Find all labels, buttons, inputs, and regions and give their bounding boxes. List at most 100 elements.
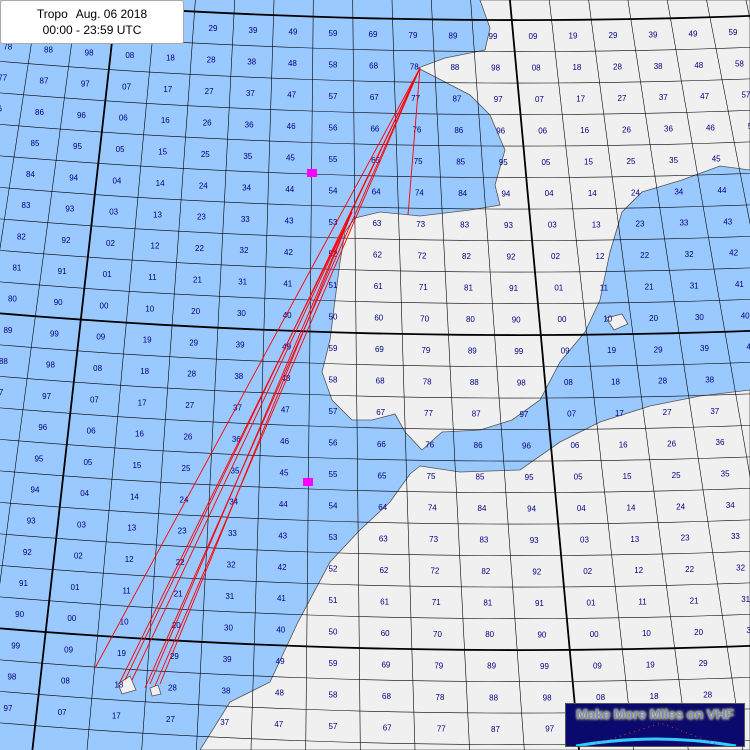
grid-square-label: 08 <box>125 51 134 60</box>
grid-square-label: 50 <box>329 313 338 322</box>
grid-square-label: 98 <box>7 673 16 682</box>
path-line <box>144 67 421 689</box>
grid-square-label: 53 <box>329 218 338 227</box>
locator-labels: 79 89 99 09 19 29 39 49 59 69 79 89 99 09 19 29 39 49 59 78… <box>0 11 750 734</box>
grid-square-label: 14 <box>130 492 139 501</box>
grid-square-label: 33 <box>731 532 740 541</box>
grid-square-label: 68 <box>369 62 378 71</box>
grid-square-label: 87 <box>472 410 481 419</box>
grid-square-label: 84 <box>478 504 487 513</box>
grid-square-label: 76 <box>0 104 2 113</box>
grid-square-label: 27 <box>205 87 214 96</box>
square-boundary-line <box>0 124 750 147</box>
station-marker-icon[interactable] <box>307 169 317 177</box>
grid-square-label: 00 <box>100 301 109 310</box>
grid-square-label: 97 <box>81 80 90 89</box>
grid-square-label: 01 <box>554 284 563 293</box>
grid-square-label: 40 <box>741 311 750 320</box>
grid-square-label: 99 <box>50 329 59 338</box>
grid-square-label: 39 <box>249 26 258 35</box>
grid-square-label: 48 <box>275 689 284 698</box>
grid-square-label: 15 <box>623 472 632 481</box>
grid-square-label: 05 <box>116 145 125 154</box>
grid-square-label: 97 <box>4 704 13 713</box>
grid-square-label: 35 <box>669 156 678 165</box>
grid-square-label: 50 <box>329 628 338 637</box>
grid-square-label: 99 <box>489 32 498 41</box>
grid-square-label: 32 <box>685 250 694 259</box>
grid-square-label: 09 <box>593 661 602 670</box>
square-boundary-line <box>0 565 750 588</box>
grid-square-label: 38 <box>247 58 256 67</box>
grid-square-label: 17 <box>576 95 585 104</box>
grid-square-label: 28 <box>187 370 196 379</box>
logo-horizon-icon <box>575 722 737 746</box>
station-marker-icon[interactable] <box>303 478 313 486</box>
grid-square-label: 89 <box>468 347 477 356</box>
grid-square-label: 36 <box>664 125 673 134</box>
grid-square-label: 38 <box>234 372 243 381</box>
grid-square-label: 09 <box>96 333 105 342</box>
grid-square-label: 09 <box>529 32 538 41</box>
grid-square-label: 77 <box>0 73 8 82</box>
square-boundary-line <box>0 187 750 210</box>
grid-square-label: 81 <box>12 264 21 273</box>
grid-square-label: 31 <box>741 595 750 604</box>
grid-square-label: 16 <box>161 116 170 125</box>
grid-square-label: 16 <box>580 126 589 135</box>
grid-square-label: 78 <box>436 693 445 702</box>
logo-text: Make More Miles on VHF <box>576 706 734 722</box>
grid-square-label: 41 <box>283 280 292 289</box>
square-boundary-line <box>0 376 750 399</box>
grid-square-label: 92 <box>507 252 516 261</box>
grid-square-label: 93 <box>530 536 539 545</box>
grid-square-label: 94 <box>69 173 78 182</box>
grid-square-label: 30 <box>746 626 750 635</box>
grid-square-label: 20 <box>191 307 200 316</box>
grid-square-label: 29 <box>189 338 198 347</box>
land <box>117 0 750 750</box>
grid-square-label: 68 <box>382 692 391 701</box>
grid-square-label: 35 <box>243 152 252 161</box>
logo[interactable]: Make More Miles on VHF <box>565 703 745 747</box>
grid-square-label: 95 <box>499 158 508 167</box>
grid-square-label: 37 <box>246 89 255 98</box>
grid-square-label: 07 <box>90 395 99 404</box>
grid-square-label: 60 <box>374 314 383 323</box>
date-label: Aug. 06 2018 <box>75 7 148 21</box>
grid-square-label: 55 <box>329 155 338 164</box>
grid-square-label: 99 <box>540 662 549 671</box>
grid-square-label: 78 <box>423 378 432 387</box>
grid-square-label: 18 <box>140 367 149 376</box>
grid-square-label: 19 <box>607 346 616 355</box>
grid-square-label: 18 <box>611 378 620 387</box>
grid-square-label: 02 <box>106 239 115 248</box>
grid-square-label: 65 <box>378 471 387 480</box>
grid-square-label: 22 <box>195 244 204 253</box>
grid-square-label: 57 <box>329 722 338 731</box>
grid-square-label: 05 <box>574 473 583 482</box>
path-line <box>407 67 421 216</box>
grid-square-label: 89 <box>449 31 458 40</box>
grid-square-label: 85 <box>456 158 465 167</box>
square-boundary-line <box>549 0 634 750</box>
grid-square-label: 12 <box>596 252 605 261</box>
grid-square-label: 38 <box>705 375 714 384</box>
grid-square-label: 96 <box>77 111 86 120</box>
grid-square-label: 24 <box>676 502 685 511</box>
grid-square-label: 92 <box>62 236 71 245</box>
grid-square-label: 27 <box>185 401 194 410</box>
grid-square-label: 13 <box>630 535 639 544</box>
grid-square-label: 01 <box>587 598 596 607</box>
grid-square-label: 11 <box>122 586 131 595</box>
grid-square-label: 42 <box>729 249 738 258</box>
grid-square-label: 97 <box>519 410 528 419</box>
square-boundary-line <box>0 439 750 462</box>
grid-square-label: 62 <box>373 251 382 260</box>
grid-square-label: 09 <box>64 646 73 655</box>
grid-square-label: 90 <box>54 298 63 307</box>
grid-square-label: 42 <box>278 563 287 572</box>
square-boundary-line <box>0 61 750 84</box>
grid-square-label: 10 <box>603 315 612 324</box>
